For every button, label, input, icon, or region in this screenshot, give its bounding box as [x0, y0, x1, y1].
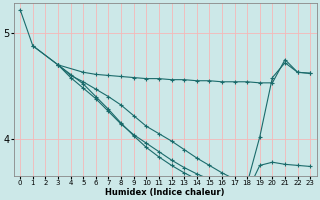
- X-axis label: Humidex (Indice chaleur): Humidex (Indice chaleur): [106, 188, 225, 197]
